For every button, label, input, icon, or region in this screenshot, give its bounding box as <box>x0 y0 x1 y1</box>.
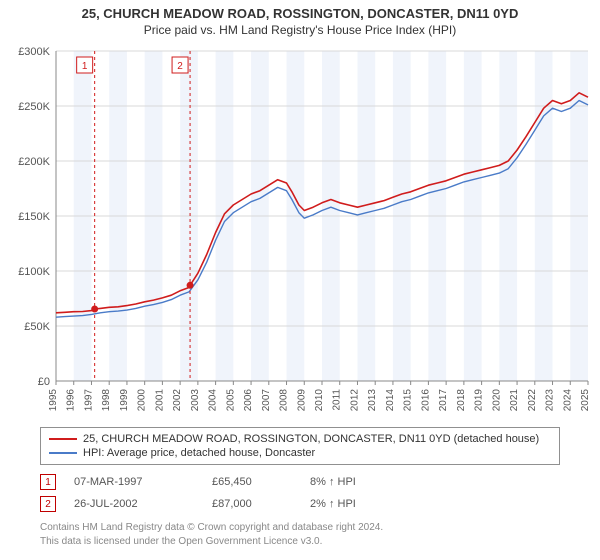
legend-label: 25, CHURCH MEADOW ROAD, ROSSINGTON, DONC… <box>83 433 539 445</box>
transaction-price: £87,000 <box>212 498 292 510</box>
transaction-row: 2 26-JUL-2002 £87,000 2% ↑ HPI <box>40 493 560 515</box>
chart-subtitle: Price paid vs. HM Land Registry's House … <box>0 21 600 41</box>
chart-area: £0 £50K £100K £150K £200K £250K £300K 1995 1996 1… <box>0 41 600 421</box>
svg-text:2018: 2018 <box>456 389 467 412</box>
transaction-row: 1 07-MAR-1997 £65,450 8% ↑ HPI <box>40 471 560 493</box>
legend-item: HPI: Average price, detached house, Donc… <box>49 446 551 460</box>
footnote: Contains HM Land Registry data © Crown c… <box>40 521 560 548</box>
svg-text:2: 2 <box>177 61 183 72</box>
svg-text:2008: 2008 <box>279 389 290 412</box>
transaction-marker: 2 <box>40 496 56 512</box>
legend-label: HPI: Average price, detached house, Donc… <box>83 447 315 459</box>
footnote-line-1: Contains HM Land Registry data © Crown c… <box>40 521 560 535</box>
svg-text:2020: 2020 <box>491 389 502 412</box>
svg-text:2014: 2014 <box>385 389 396 412</box>
svg-text:2007: 2007 <box>261 389 272 412</box>
svg-text:£250K: £250K <box>18 101 50 113</box>
svg-text:2001: 2001 <box>154 389 165 412</box>
transaction-pct: 2% ↑ HPI <box>310 498 410 510</box>
svg-text:£200K: £200K <box>18 156 50 168</box>
svg-text:2016: 2016 <box>420 389 431 412</box>
svg-text:1: 1 <box>82 61 88 72</box>
svg-text:£50K: £50K <box>24 321 50 333</box>
transaction-price: £65,450 <box>212 476 292 488</box>
footnote-line-2: This data is licensed under the Open Gov… <box>40 535 560 549</box>
svg-text:2021: 2021 <box>509 389 520 412</box>
svg-text:2009: 2009 <box>296 389 307 412</box>
svg-text:1996: 1996 <box>66 389 77 412</box>
transaction-date: 26-JUL-2002 <box>74 498 194 510</box>
svg-text:2013: 2013 <box>367 389 378 412</box>
chart-title: 25, CHURCH MEADOW ROAD, ROSSINGTON, DONC… <box>0 0 600 21</box>
svg-text:2004: 2004 <box>208 389 219 412</box>
legend-item: 25, CHURCH MEADOW ROAD, ROSSINGTON, DONC… <box>49 432 551 446</box>
svg-text:2005: 2005 <box>225 389 236 412</box>
svg-text:£0: £0 <box>38 376 50 388</box>
transaction-pct: 8% ↑ HPI <box>310 476 410 488</box>
transaction-table: 1 07-MAR-1997 £65,450 8% ↑ HPI 2 26-JUL-2002 £… <box>40 471 560 515</box>
svg-text:2000: 2000 <box>137 389 148 412</box>
transaction-date: 07-MAR-1997 <box>74 476 194 488</box>
transaction-marker: 1 <box>40 474 56 490</box>
svg-text:2023: 2023 <box>545 389 556 412</box>
svg-text:2010: 2010 <box>314 389 325 412</box>
line-chart-svg: £0 £50K £100K £150K £200K £250K £300K 1995 1996 1… <box>0 41 600 421</box>
svg-text:2025: 2025 <box>580 389 591 412</box>
svg-text:2003: 2003 <box>190 389 201 412</box>
legend-swatch <box>49 438 77 440</box>
svg-text:2022: 2022 <box>527 389 538 412</box>
svg-text:£150K: £150K <box>18 211 50 223</box>
svg-text:1998: 1998 <box>101 389 112 412</box>
legend-swatch <box>49 452 77 454</box>
svg-text:1997: 1997 <box>83 389 94 412</box>
svg-text:£100K: £100K <box>18 266 50 278</box>
svg-text:2011: 2011 <box>332 389 343 411</box>
svg-text:2024: 2024 <box>562 389 573 412</box>
svg-text:1999: 1999 <box>119 389 130 412</box>
svg-text:2012: 2012 <box>349 389 360 412</box>
svg-text:£300K: £300K <box>18 46 50 58</box>
legend: 25, CHURCH MEADOW ROAD, ROSSINGTON, DONC… <box>40 427 560 465</box>
svg-text:2015: 2015 <box>403 389 414 412</box>
svg-text:2017: 2017 <box>438 389 449 412</box>
svg-text:1995: 1995 <box>48 389 59 412</box>
svg-text:2006: 2006 <box>243 389 254 412</box>
svg-text:2019: 2019 <box>474 389 485 412</box>
svg-text:2002: 2002 <box>172 389 183 412</box>
